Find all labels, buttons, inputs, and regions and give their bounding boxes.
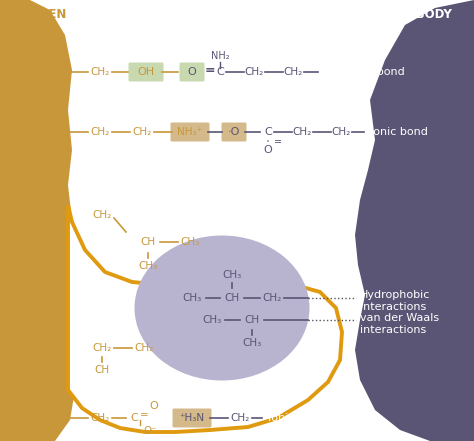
Text: =: = bbox=[274, 137, 282, 147]
Text: ANTIGEN: ANTIGEN bbox=[8, 8, 67, 21]
FancyBboxPatch shape bbox=[180, 63, 204, 82]
Text: CH₃: CH₃ bbox=[182, 293, 201, 303]
Text: CH₃: CH₃ bbox=[222, 270, 242, 280]
Text: ·O: ·O bbox=[228, 127, 240, 137]
Text: CH: CH bbox=[224, 293, 239, 303]
Text: O: O bbox=[188, 67, 196, 77]
Text: CH₂: CH₂ bbox=[92, 210, 111, 220]
Text: O: O bbox=[264, 145, 273, 155]
Text: CH₃: CH₃ bbox=[202, 315, 222, 325]
Text: Ionic bond: Ionic bond bbox=[268, 413, 326, 423]
Text: CH₂: CH₂ bbox=[230, 413, 250, 423]
Text: CH₂: CH₂ bbox=[292, 127, 311, 137]
Text: =: = bbox=[140, 410, 149, 420]
Text: O⁻: O⁻ bbox=[143, 426, 157, 436]
Text: OH: OH bbox=[137, 67, 155, 77]
Text: NH₂: NH₂ bbox=[210, 51, 229, 61]
Text: CH: CH bbox=[140, 237, 155, 247]
Text: CH₂: CH₂ bbox=[134, 343, 154, 353]
Polygon shape bbox=[0, 0, 75, 441]
Text: CH₂: CH₂ bbox=[263, 293, 282, 303]
Text: CH₂: CH₂ bbox=[92, 343, 111, 353]
Text: CH₂: CH₂ bbox=[331, 127, 351, 137]
Text: CH₃: CH₃ bbox=[242, 338, 262, 348]
Text: CH₂: CH₂ bbox=[91, 67, 109, 77]
Text: CH: CH bbox=[94, 365, 109, 375]
Text: O: O bbox=[150, 401, 158, 411]
Text: CH₃: CH₃ bbox=[181, 237, 200, 247]
Text: CH₂: CH₂ bbox=[132, 127, 152, 137]
Text: Ionic bond: Ionic bond bbox=[370, 127, 428, 137]
Text: Hyrogen bond: Hyrogen bond bbox=[326, 67, 405, 77]
FancyBboxPatch shape bbox=[221, 123, 246, 142]
Text: ⁺H₃N: ⁺H₃N bbox=[180, 413, 205, 423]
Text: NH₃⁺: NH₃⁺ bbox=[177, 127, 202, 137]
Text: CH₂: CH₂ bbox=[91, 127, 109, 137]
FancyBboxPatch shape bbox=[171, 123, 210, 142]
Polygon shape bbox=[68, 205, 342, 432]
Text: CH₂: CH₂ bbox=[283, 67, 302, 77]
FancyBboxPatch shape bbox=[173, 408, 211, 427]
Text: ANTIBODY: ANTIBODY bbox=[385, 8, 453, 21]
Text: C: C bbox=[264, 127, 272, 137]
Text: C: C bbox=[130, 413, 138, 423]
Text: CH₃: CH₃ bbox=[138, 261, 158, 271]
Ellipse shape bbox=[135, 235, 310, 381]
Text: CH₂: CH₂ bbox=[91, 413, 109, 423]
FancyBboxPatch shape bbox=[128, 63, 164, 82]
Text: =: = bbox=[205, 64, 216, 78]
Text: Hydrophobic
interactions: Hydrophobic interactions bbox=[360, 290, 430, 312]
Text: CH₂: CH₂ bbox=[245, 67, 264, 77]
Text: van der Waals
interactions: van der Waals interactions bbox=[360, 313, 439, 335]
Polygon shape bbox=[355, 0, 474, 441]
Text: CH: CH bbox=[245, 315, 260, 325]
Text: C: C bbox=[216, 67, 224, 77]
